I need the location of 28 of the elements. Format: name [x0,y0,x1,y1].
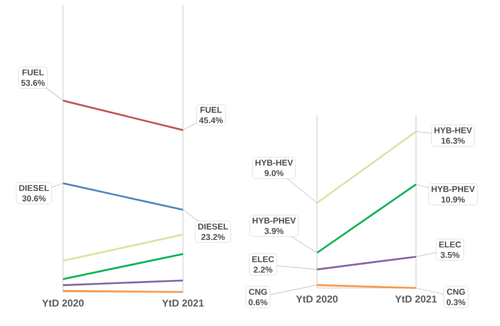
data-label: 30.6% [22,195,46,202]
x-tick-label: YtD 2020 [42,300,84,307]
text: ELEC [439,241,462,248]
x-tick-label: YtD 2021 [162,300,204,307]
data-label: 3.9% [264,228,284,234]
data-label: 0.6% [248,299,268,306]
data-label: 23.2% [201,234,225,240]
text: HYB-HEV [256,160,293,166]
data-label: 2.2% [254,266,272,273]
text: CNG [248,288,267,295]
data-label: 45.4% [199,117,223,124]
x-tick-label: YtD 2021 [395,296,437,303]
text: FUEL [200,106,222,113]
series-label: HYB-PHEV [432,186,475,192]
data-label: 16.3% [442,138,465,144]
data-label: 53.6% [21,80,45,86]
text: CNG [446,288,465,295]
text: FUEL [22,69,44,76]
data-label: 10.9% [442,196,465,203]
data-label: 0.3% [446,299,466,306]
data-label: 3.5% [440,252,460,258]
data-label: 9.0% [264,170,284,176]
series-label: DIESEL [19,185,50,191]
x-tick-label: YtD 2020 [296,296,338,303]
text: ELEC [252,256,274,262]
text: HYB-HEV [434,127,472,134]
text: DIESEL [198,224,228,230]
text: HYB-PHEV [252,218,296,224]
